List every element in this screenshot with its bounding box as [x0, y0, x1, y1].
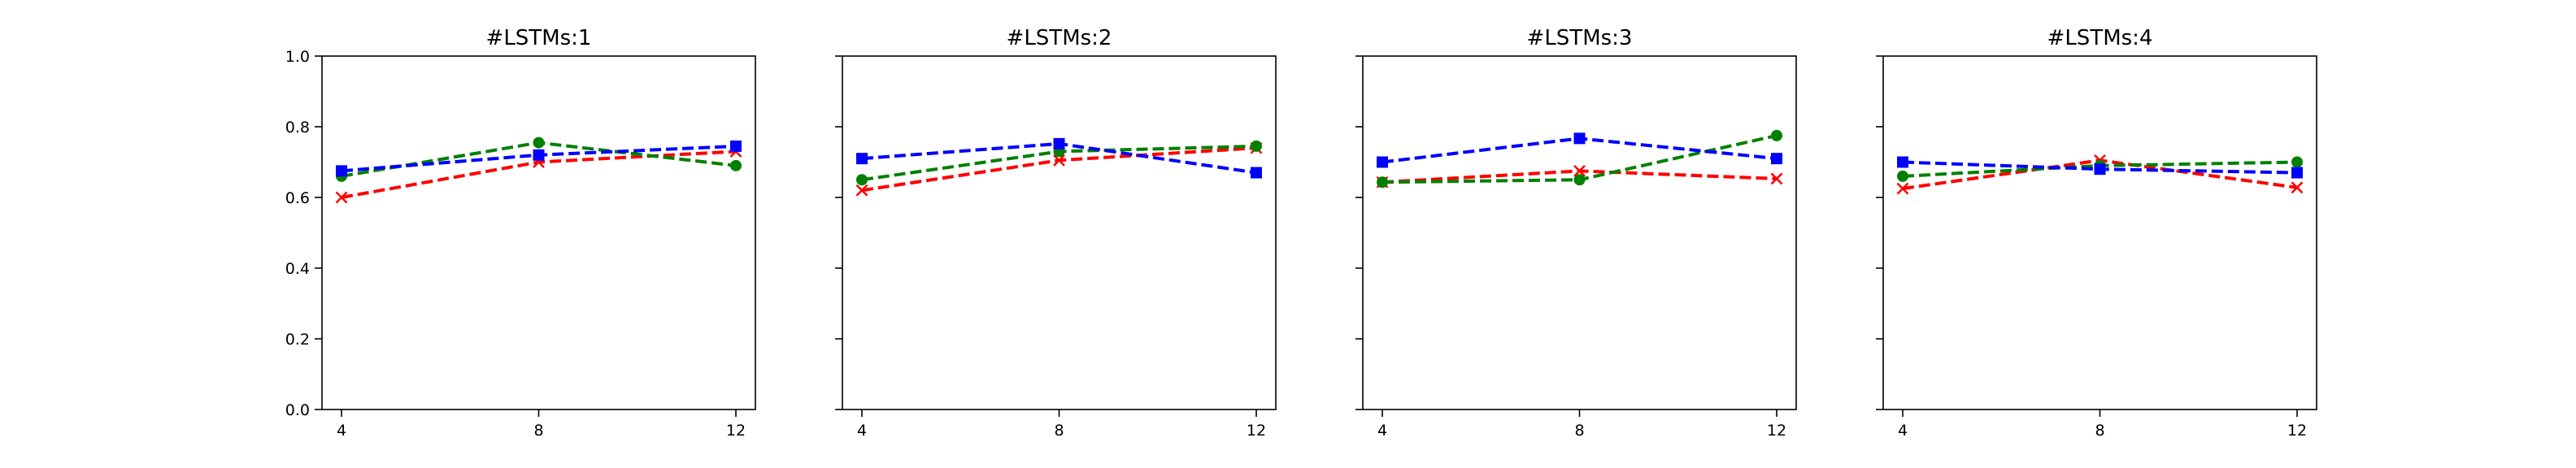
- chart-panel-1: #LSTMs:1 0.0 0.2 0.4 0.6 0.8 1.0 4 8 12: [285, 26, 756, 440]
- data-point-square-marker: [1897, 156, 1908, 168]
- data-point-square-marker: [1573, 132, 1586, 145]
- chart-title: #LSTMs:1: [486, 26, 592, 50]
- data-point-x-marker: [855, 184, 868, 197]
- data-point-square-marker: [2291, 167, 2303, 179]
- data-point-square-marker: [856, 153, 868, 165]
- x-tick-label: 4: [1898, 422, 1908, 440]
- axes-frame: [1882, 55, 2317, 410]
- data-point-circle-marker: [1897, 170, 1908, 182]
- data-point-circle-marker: [2291, 156, 2303, 168]
- x-tick-label: 8: [2095, 422, 2104, 440]
- data-point-circle-marker: [1771, 129, 1782, 141]
- x-tick-label: 12: [1247, 422, 1266, 440]
- axes-frame: [1362, 55, 1797, 410]
- y-tick-label: 1.0: [285, 48, 310, 66]
- x-tick-label: 8: [1574, 422, 1584, 440]
- data-point-square-marker: [1771, 153, 1782, 165]
- y-tick-label: 0.4: [285, 260, 310, 278]
- y-tick-label: 0.8: [285, 119, 310, 136]
- data-point-square-marker: [730, 140, 742, 152]
- data-point-x-marker: [2291, 181, 2304, 194]
- data-point-x-marker: [1573, 164, 1586, 177]
- y-tick-label: 0.0: [285, 401, 310, 419]
- x-tick-label: 8: [533, 422, 543, 440]
- data-point-circle-marker: [730, 159, 742, 171]
- chart-panel-2: #LSTMs:2 4 8 12: [835, 26, 1277, 440]
- axes-frame: [321, 55, 756, 410]
- data-point-x-marker: [1770, 172, 1783, 185]
- data-point-circle-marker: [1573, 174, 1586, 186]
- data-point-x-marker: [335, 191, 348, 204]
- data-point-circle-marker: [856, 174, 868, 186]
- x-tick-label: 4: [857, 422, 867, 440]
- data-point-circle-marker: [1251, 140, 1262, 152]
- y-tick-label: 0.6: [285, 189, 310, 207]
- x-tick-label: 4: [337, 422, 346, 440]
- data-point-square-marker: [533, 149, 545, 161]
- axes-frame: [842, 55, 1277, 410]
- x-tick-label: 12: [2287, 422, 2307, 440]
- data-point-circle-marker: [1377, 176, 1388, 188]
- data-point-x-marker: [1896, 182, 1909, 195]
- chart-title: #LSTMs:3: [1527, 26, 1633, 50]
- chart-title: #LSTMs:2: [1007, 26, 1112, 50]
- data-point-circle-marker: [533, 136, 545, 149]
- x-tick-label: 12: [1767, 422, 1786, 440]
- data-point-x-marker: [1053, 154, 1065, 167]
- data-point-square-marker: [336, 165, 347, 177]
- x-tick-label: 8: [1054, 422, 1064, 440]
- x-tick-label: 4: [1377, 422, 1387, 440]
- data-point-square-marker: [1053, 137, 1065, 150]
- data-point-square-marker: [2094, 163, 2106, 176]
- x-tick-label: 12: [726, 422, 746, 440]
- chart-title: #LSTMs:4: [2047, 26, 2153, 50]
- chart-panel-3: #LSTMs:3 4 8 12: [1355, 26, 1797, 440]
- data-point-square-marker: [1251, 167, 1262, 179]
- data-point-square-marker: [1377, 156, 1388, 168]
- y-tick-label: 0.2: [285, 331, 310, 349]
- chart-panel-4: #LSTMs:4 4 8 12: [1876, 26, 2317, 440]
